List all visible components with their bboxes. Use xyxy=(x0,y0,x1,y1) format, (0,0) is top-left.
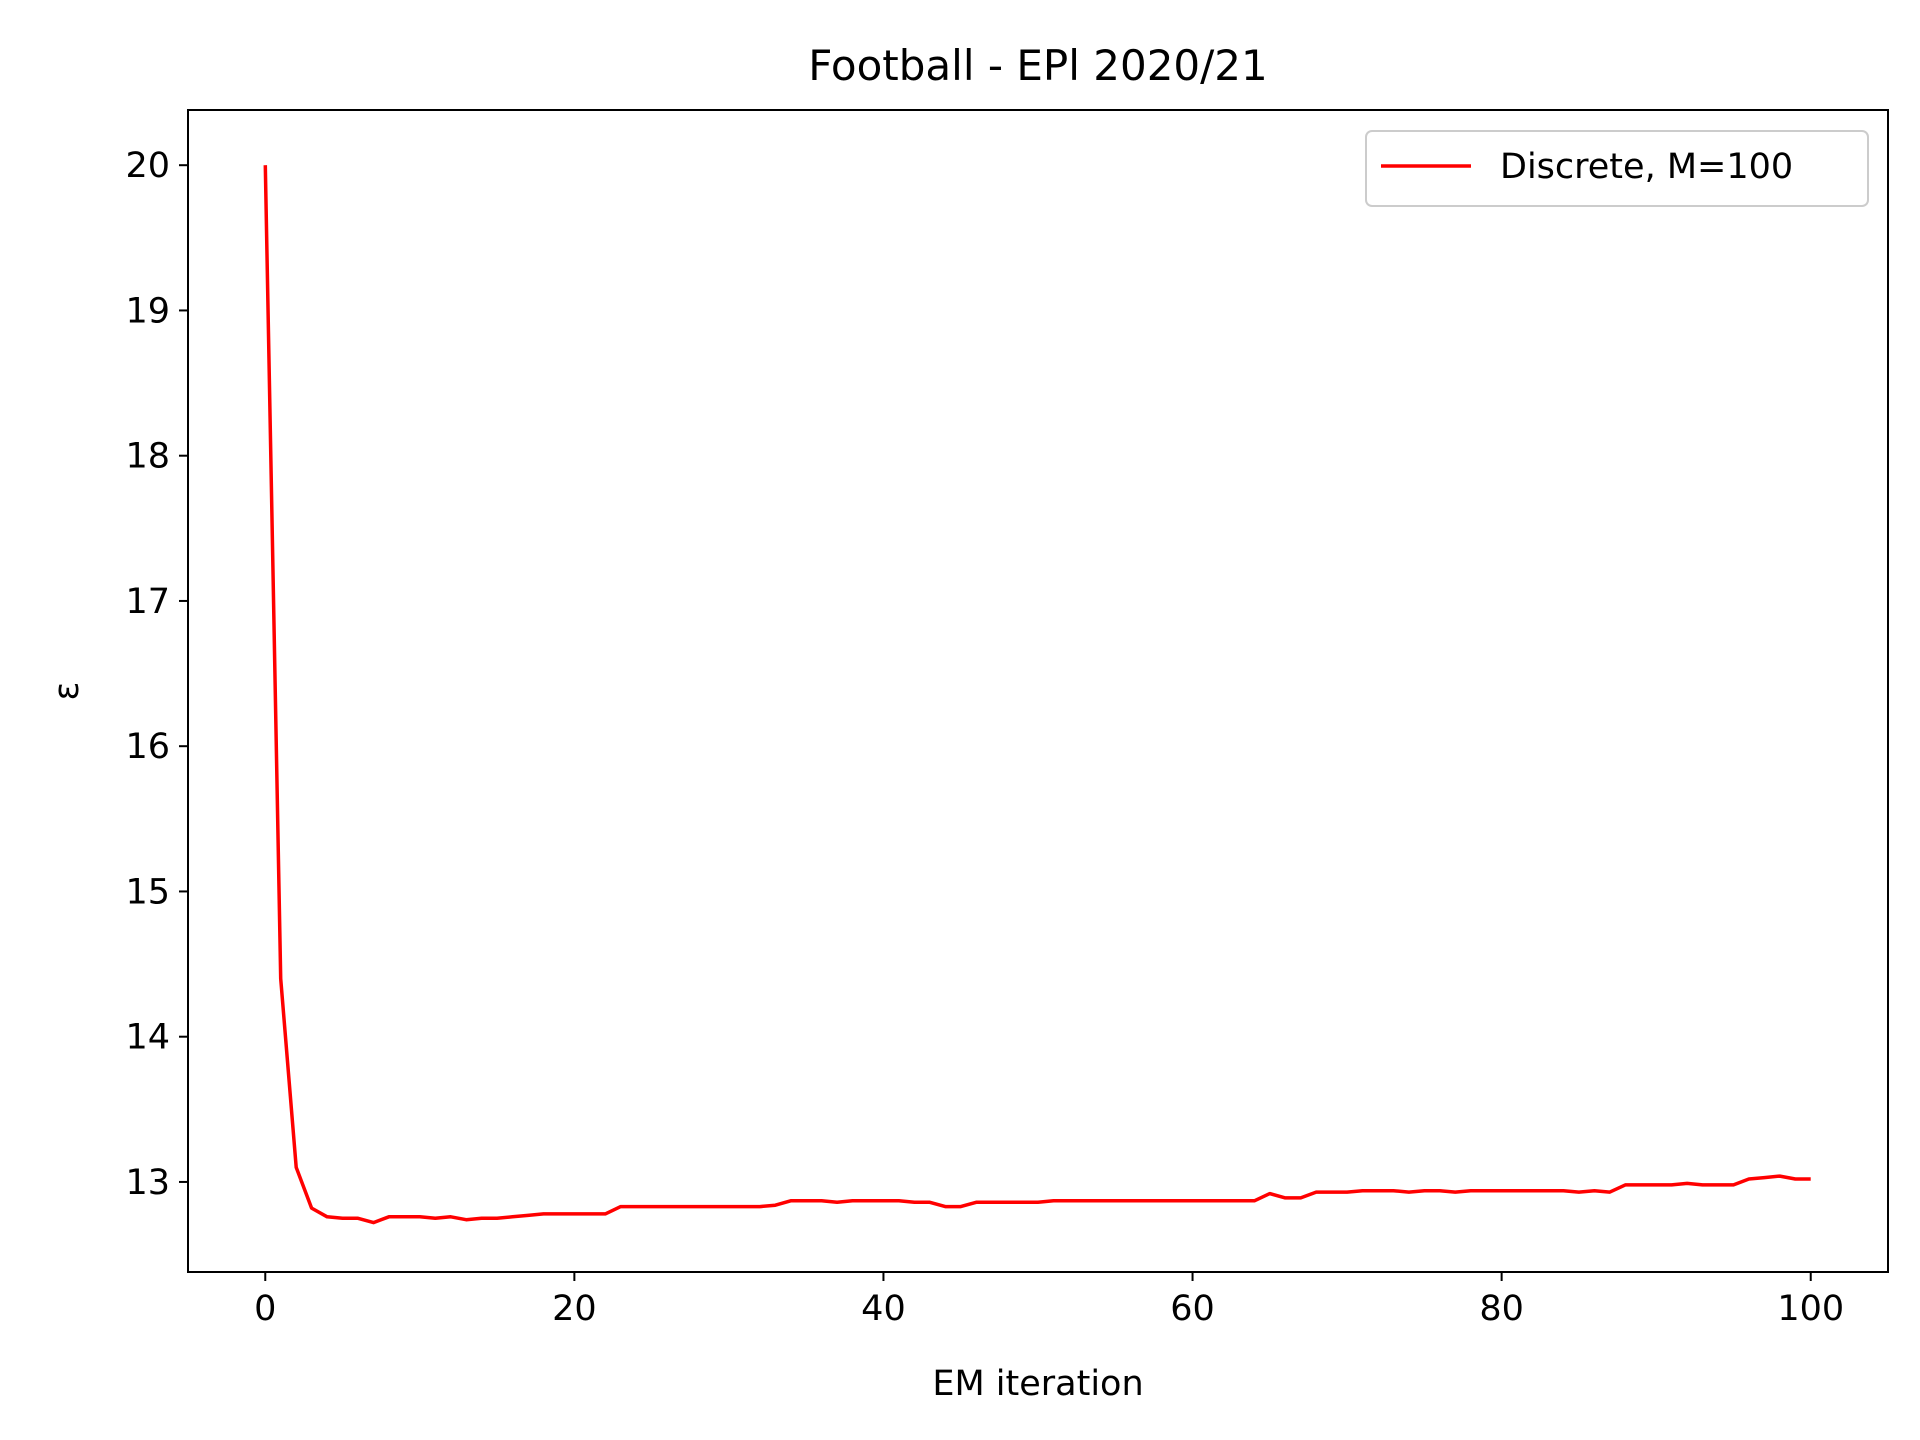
y-tick-label: 16 xyxy=(125,727,170,767)
x-tick-label: 80 xyxy=(1479,1289,1524,1329)
chart-title: Football - EPl 2020/21 xyxy=(808,41,1267,90)
legend-box xyxy=(1365,130,1869,207)
y-tick-label: 17 xyxy=(125,582,170,622)
y-tick-label: 20 xyxy=(125,146,170,186)
y-tick-label: 14 xyxy=(125,1018,170,1058)
x-axis: 0 20 40 60 80 100 xyxy=(254,1272,1844,1329)
plot-area xyxy=(263,165,1811,1225)
y-tick-label: 15 xyxy=(125,872,170,912)
y-axis-label: ε xyxy=(47,682,87,701)
plot-frame xyxy=(187,109,1889,1273)
y-tick-label: 13 xyxy=(125,1163,170,1203)
x-tick-label: 40 xyxy=(861,1289,906,1329)
y-axis: 13 14 15 16 17 18 19 20 xyxy=(125,146,188,1203)
x-tick-label: 100 xyxy=(1777,1289,1844,1329)
x-tick-label: 60 xyxy=(1170,1289,1215,1329)
x-axis-label: EM iteration xyxy=(932,1364,1143,1404)
y-tick-label: 18 xyxy=(125,437,170,477)
legend-label: Discrete, M=100 xyxy=(1500,147,1793,187)
y-tick-label: 19 xyxy=(125,291,170,331)
x-tick-label: 0 xyxy=(254,1289,276,1329)
x-tick-label: 20 xyxy=(552,1289,597,1329)
series-line-discrete xyxy=(263,165,1811,1225)
legend: Discrete, M=100 xyxy=(1365,130,1869,207)
